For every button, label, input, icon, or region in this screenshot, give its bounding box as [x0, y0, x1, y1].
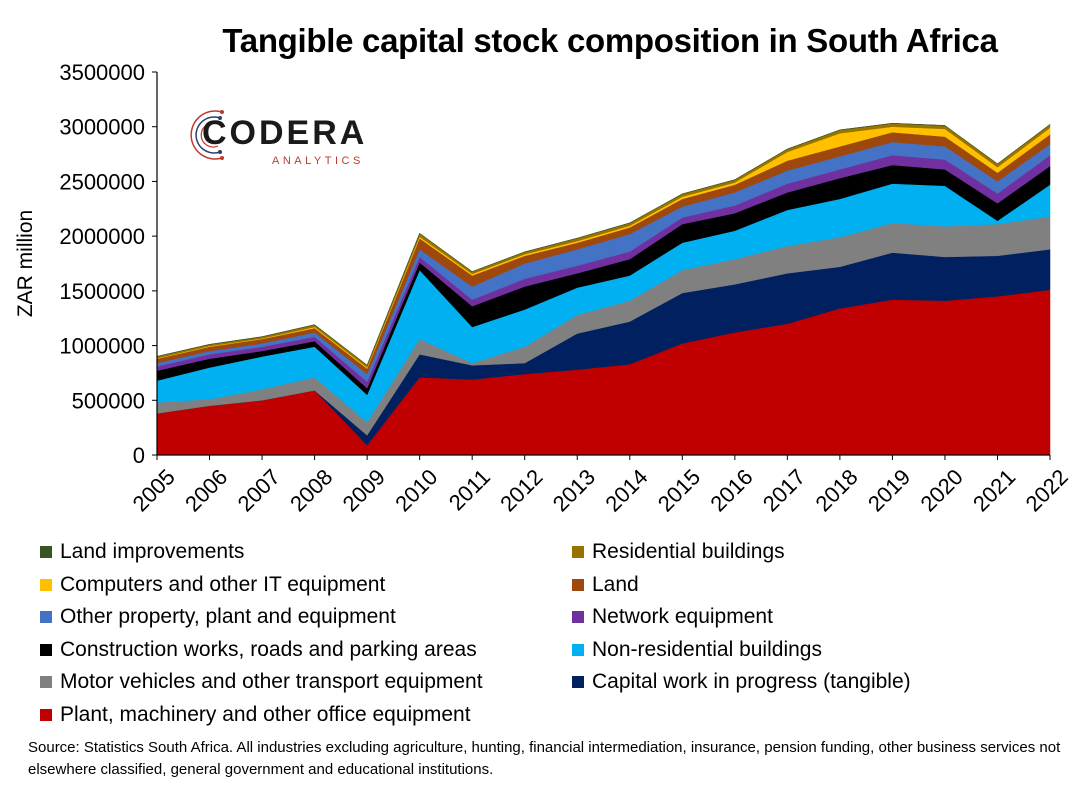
y-tick-label: 3500000: [59, 60, 145, 85]
y-tick-label: 0: [133, 443, 145, 468]
x-tick-label: 2009: [338, 464, 390, 516]
legend-label: Land improvements: [60, 540, 245, 563]
x-tick-label: 2012: [495, 464, 547, 516]
legend-item: Capital work in progress (tangible): [572, 670, 911, 694]
legend-label: Non-residential buildings: [592, 637, 822, 661]
x-tick-label: 2013: [548, 464, 600, 516]
legend-item: Non-residential buildings: [572, 638, 822, 662]
legend-swatch: [40, 611, 52, 623]
legend-swatch: [572, 676, 584, 688]
legend-label: Capital work in progress (tangible): [592, 670, 911, 693]
x-tick-label: 2016: [705, 464, 757, 516]
y-axis-label: ZAR million: [14, 210, 37, 317]
legend-swatch: [572, 611, 584, 623]
legend-label: Land: [592, 572, 639, 596]
x-tick-label: 2022: [1021, 464, 1073, 516]
legend-swatch: [572, 578, 584, 591]
area-series-10: [156, 122, 1051, 366]
legend-item: Residential buildings: [572, 540, 785, 564]
legend-swatch: [40, 546, 52, 558]
x-tick-label: 2006: [180, 464, 232, 516]
logo-wordmark: CODERA: [202, 114, 368, 152]
stacked-area-chart: 0 500000 1000000 1500000 2000000 2500000 30000…: [14, 60, 1073, 516]
legend-label: Residential buildings: [592, 540, 785, 563]
x-tick-label: 2015: [653, 464, 705, 516]
legend-swatch: [40, 643, 52, 656]
legend-item: Land improvements: [40, 540, 244, 564]
y-tick-label: 3000000: [59, 115, 145, 140]
legend-swatch: [40, 708, 52, 721]
legend-swatch: [572, 546, 584, 558]
legend-item: Land: [572, 573, 639, 597]
x-tick-label: 2010: [390, 464, 442, 516]
circuit-logo-icon: [190, 110, 224, 160]
chart-title: Tangible capital stock composition in So…: [222, 22, 998, 59]
legend-label: Motor vehicles and other transport equip…: [60, 670, 483, 693]
x-tick-label: 2017: [758, 464, 810, 516]
x-tick-label: 2005: [128, 464, 180, 516]
logo-subtitle: ANALYTICS: [272, 155, 364, 167]
x-tick-label: 2007: [233, 464, 285, 516]
x-tick-label: 2018: [810, 464, 862, 516]
x-tick-label: 2019: [863, 464, 915, 516]
y-tick-label: 2000000: [59, 224, 145, 249]
y-tick-label: 500000: [72, 388, 145, 413]
legend-item: Construction works, roads and parking ar…: [40, 638, 477, 662]
legend-item: Motor vehicles and other transport equip…: [40, 670, 483, 694]
legend-item: Computers and other IT equipment: [40, 573, 385, 597]
legend-label: Plant, machinery and other office equipm…: [60, 702, 471, 726]
legend-item: Network equipment: [572, 605, 773, 629]
codera-logo: CODERA ANALYTICS: [188, 100, 388, 170]
legend-item: Other property, plant and equipment: [40, 605, 396, 629]
x-tick-label: 2020: [915, 464, 967, 516]
legend-item: Plant, machinery and other office equipm…: [40, 703, 471, 727]
legend-label: Computers and other IT equipment: [60, 572, 386, 596]
legend-label: Construction works, roads and parking ar…: [60, 637, 477, 661]
y-tick-label: 1500000: [59, 279, 145, 304]
x-tick-label: 2008: [285, 464, 337, 516]
legend-label: Network equipment: [592, 605, 773, 628]
legend-swatch: [40, 578, 52, 591]
legend-swatch: [572, 643, 584, 656]
y-tick-label: 1000000: [59, 334, 145, 359]
x-tick-label: 2011: [444, 464, 495, 515]
x-tick-label: 2014: [600, 464, 652, 516]
legend-swatch: [40, 676, 52, 688]
source-note: Source: Statistics South Africa. All ind…: [28, 739, 1061, 778]
legend-label: Other property, plant and equipment: [60, 605, 396, 628]
x-tick-label: 2021: [968, 464, 1020, 516]
y-tick-label: 2500000: [59, 169, 145, 194]
